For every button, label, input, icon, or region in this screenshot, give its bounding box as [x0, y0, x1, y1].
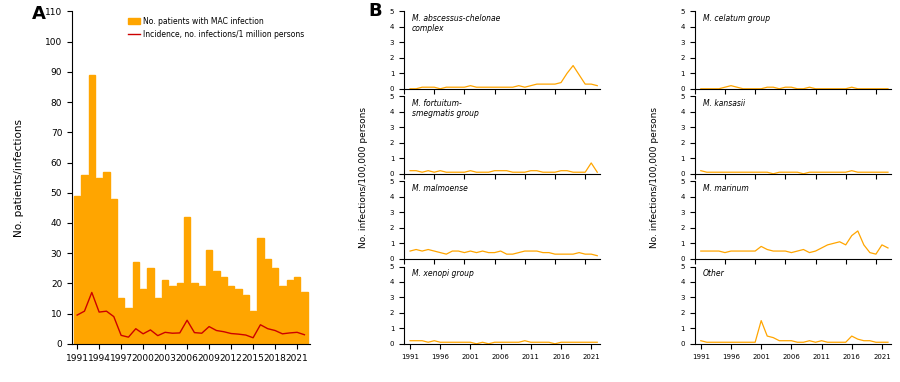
Text: M. abscessus-chelonae
complex: M. abscessus-chelonae complex — [412, 14, 500, 33]
Bar — [89, 75, 94, 344]
Bar — [286, 280, 292, 344]
Text: No. infections/100,000 persons: No. infections/100,000 persons — [650, 107, 659, 248]
Bar — [96, 178, 103, 344]
Bar — [111, 199, 117, 344]
Text: M. marinum: M. marinum — [703, 184, 749, 193]
Text: M. fortuitum-
smegmatis group: M. fortuitum- smegmatis group — [412, 99, 479, 118]
Bar — [192, 283, 198, 344]
Text: Other: Other — [703, 269, 724, 278]
Text: No. infections/100,000 persons: No. infections/100,000 persons — [359, 107, 368, 248]
Text: M. xenopi group: M. xenopi group — [412, 269, 473, 278]
Bar — [176, 283, 183, 344]
Bar — [279, 286, 285, 344]
Bar — [118, 298, 124, 344]
Text: M. celatum group: M. celatum group — [703, 14, 770, 23]
Y-axis label: No. patients/infections: No. patients/infections — [14, 119, 24, 236]
Bar — [302, 293, 308, 344]
Bar — [220, 277, 227, 344]
Bar — [155, 298, 161, 344]
Bar — [272, 268, 278, 344]
Bar — [74, 196, 80, 344]
Legend: No. patients with MAC infection, Incidence, no. infections/1 million persons: No. patients with MAC infection, Inciden… — [127, 15, 306, 40]
Bar — [104, 172, 110, 344]
Bar — [162, 280, 168, 344]
Text: A: A — [32, 5, 46, 23]
Bar — [206, 250, 212, 344]
Bar — [257, 238, 264, 344]
Bar — [213, 271, 220, 344]
Bar — [235, 290, 241, 344]
Bar — [184, 217, 190, 344]
Text: B: B — [369, 2, 382, 20]
Bar — [132, 262, 139, 344]
Bar — [140, 290, 146, 344]
Text: M. malmoense: M. malmoense — [412, 184, 468, 193]
Bar — [199, 286, 205, 344]
Bar — [250, 311, 256, 344]
Bar — [169, 286, 176, 344]
Bar — [294, 277, 301, 344]
Bar — [265, 259, 271, 344]
Bar — [81, 175, 87, 344]
Bar — [148, 268, 154, 344]
Text: M. kansasii: M. kansasii — [703, 99, 744, 108]
Bar — [228, 286, 234, 344]
Bar — [125, 308, 131, 344]
Bar — [243, 295, 249, 344]
